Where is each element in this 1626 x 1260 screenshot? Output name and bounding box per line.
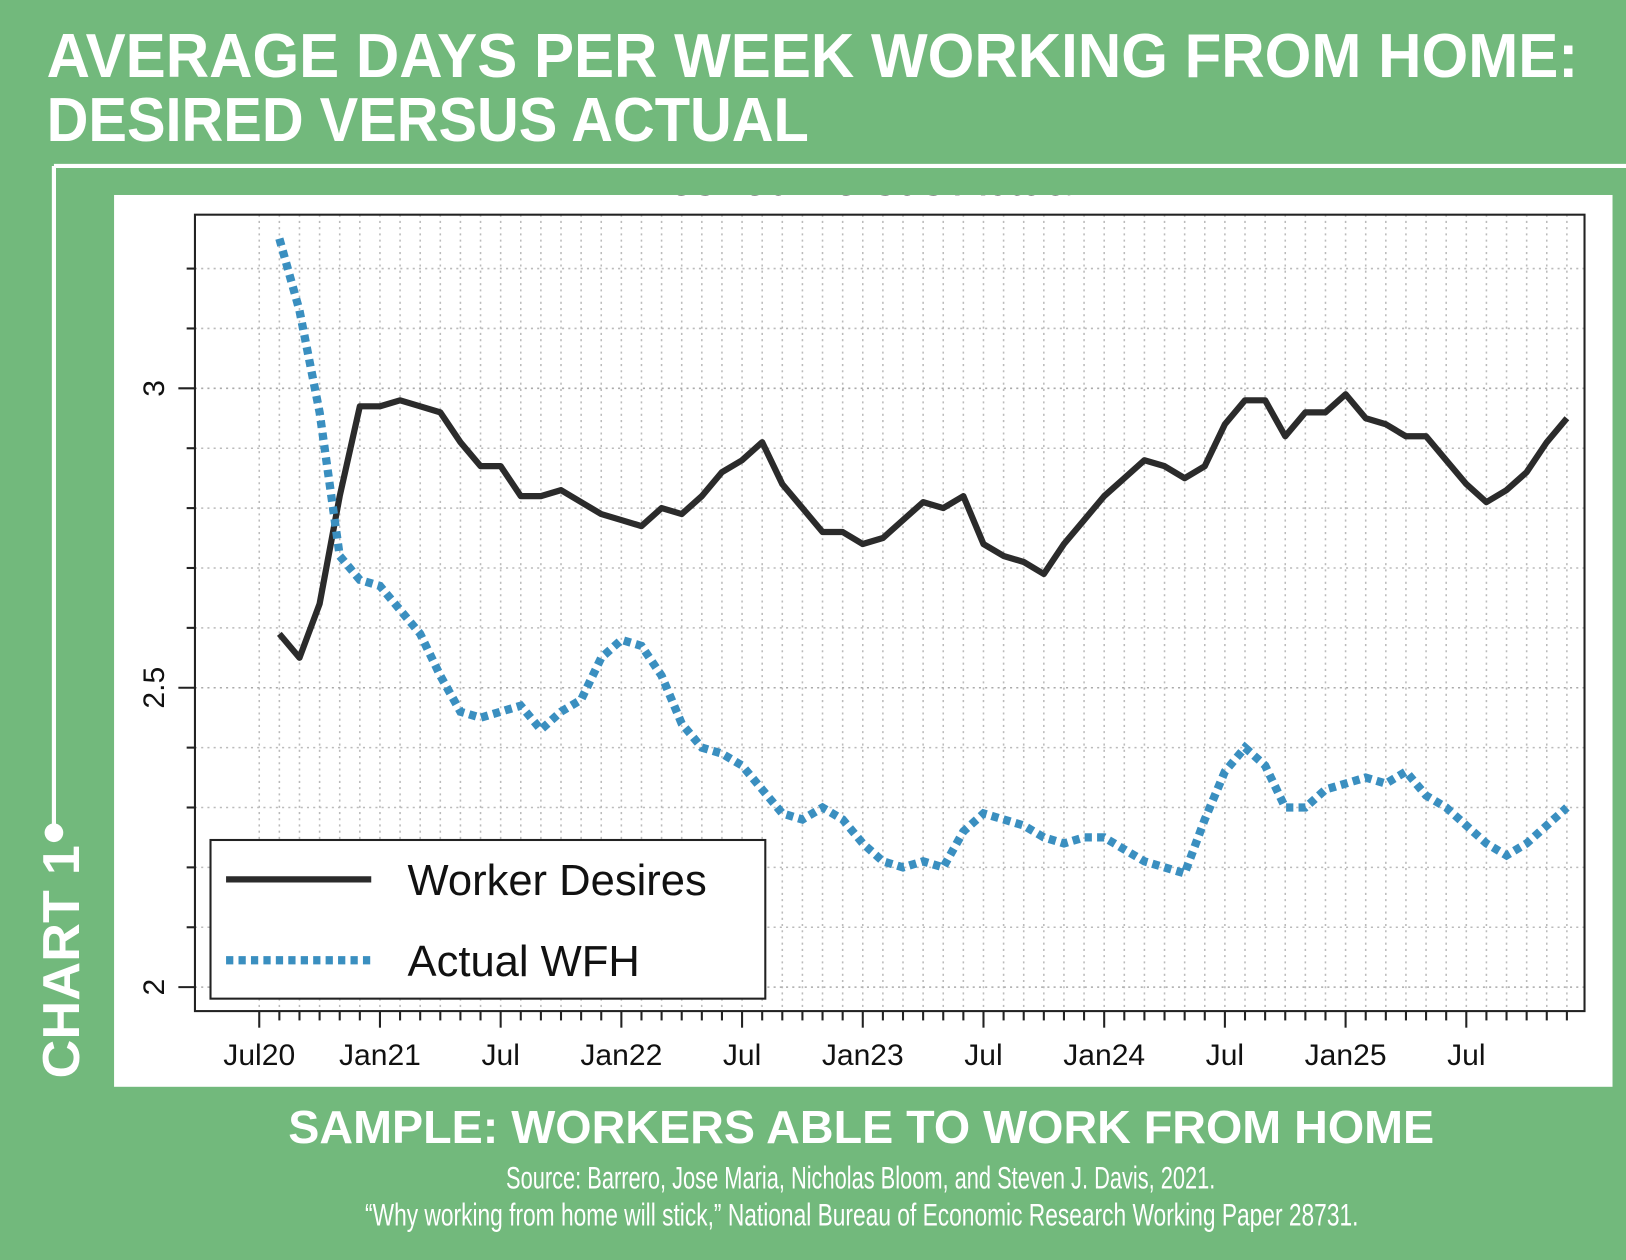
y-tick-label: 2 bbox=[138, 979, 171, 996]
legend-label: Actual WFH bbox=[408, 938, 640, 986]
x-tick-label: Jan24 bbox=[1063, 1039, 1145, 1072]
y-tick-label: 3 bbox=[138, 380, 171, 397]
x-tick-label: Jul bbox=[723, 1039, 761, 1072]
source: Source: Barrero, Jose Maria, Nicholas Bl… bbox=[506, 1160, 1215, 1195]
x-tick-label: Jan23 bbox=[822, 1039, 904, 1072]
x-tick-label: Jan25 bbox=[1305, 1039, 1387, 1072]
x-tick-label: Jul bbox=[964, 1039, 1002, 1072]
x-tick-label: Jul bbox=[1447, 1039, 1485, 1072]
legend-box bbox=[209, 838, 767, 1000]
x-tick-label: Jul bbox=[1206, 1039, 1244, 1072]
y-tick-label: 2.5 bbox=[138, 667, 171, 709]
x-tick-label: Jan22 bbox=[580, 1039, 662, 1072]
subtitle: SAMPLE: WORKERS ABLE TO WORK FROM HOME bbox=[288, 1101, 1434, 1153]
side-label: CHART 1 bbox=[32, 845, 90, 1078]
plot-title: Desired Versus Actual bbox=[636, 154, 1082, 205]
x-tick-label: Jul20 bbox=[223, 1039, 295, 1072]
series-line bbox=[276, 391, 1570, 661]
source: “Why working from home will stick,” Nati… bbox=[365, 1198, 1358, 1233]
plot-frame bbox=[193, 213, 1586, 1013]
chart-title: DESIRED VERSUS ACTUAL bbox=[47, 86, 809, 155]
series-line bbox=[275, 237, 1570, 879]
plot-area: Jul20 Jan21 Jul Jan22 Jul Jan23 Jul Jan24 Jul Jan… bbox=[138, 213, 1586, 1072]
x-tick-label: Jan21 bbox=[339, 1039, 421, 1072]
x-tick-label: Jul bbox=[481, 1039, 519, 1072]
legend-label: Worker Desires bbox=[408, 857, 707, 905]
chart-title: AVERAGE DAYS PER WEEK WORKING FROM HOME: bbox=[47, 22, 1579, 91]
frame-dot bbox=[44, 823, 64, 843]
